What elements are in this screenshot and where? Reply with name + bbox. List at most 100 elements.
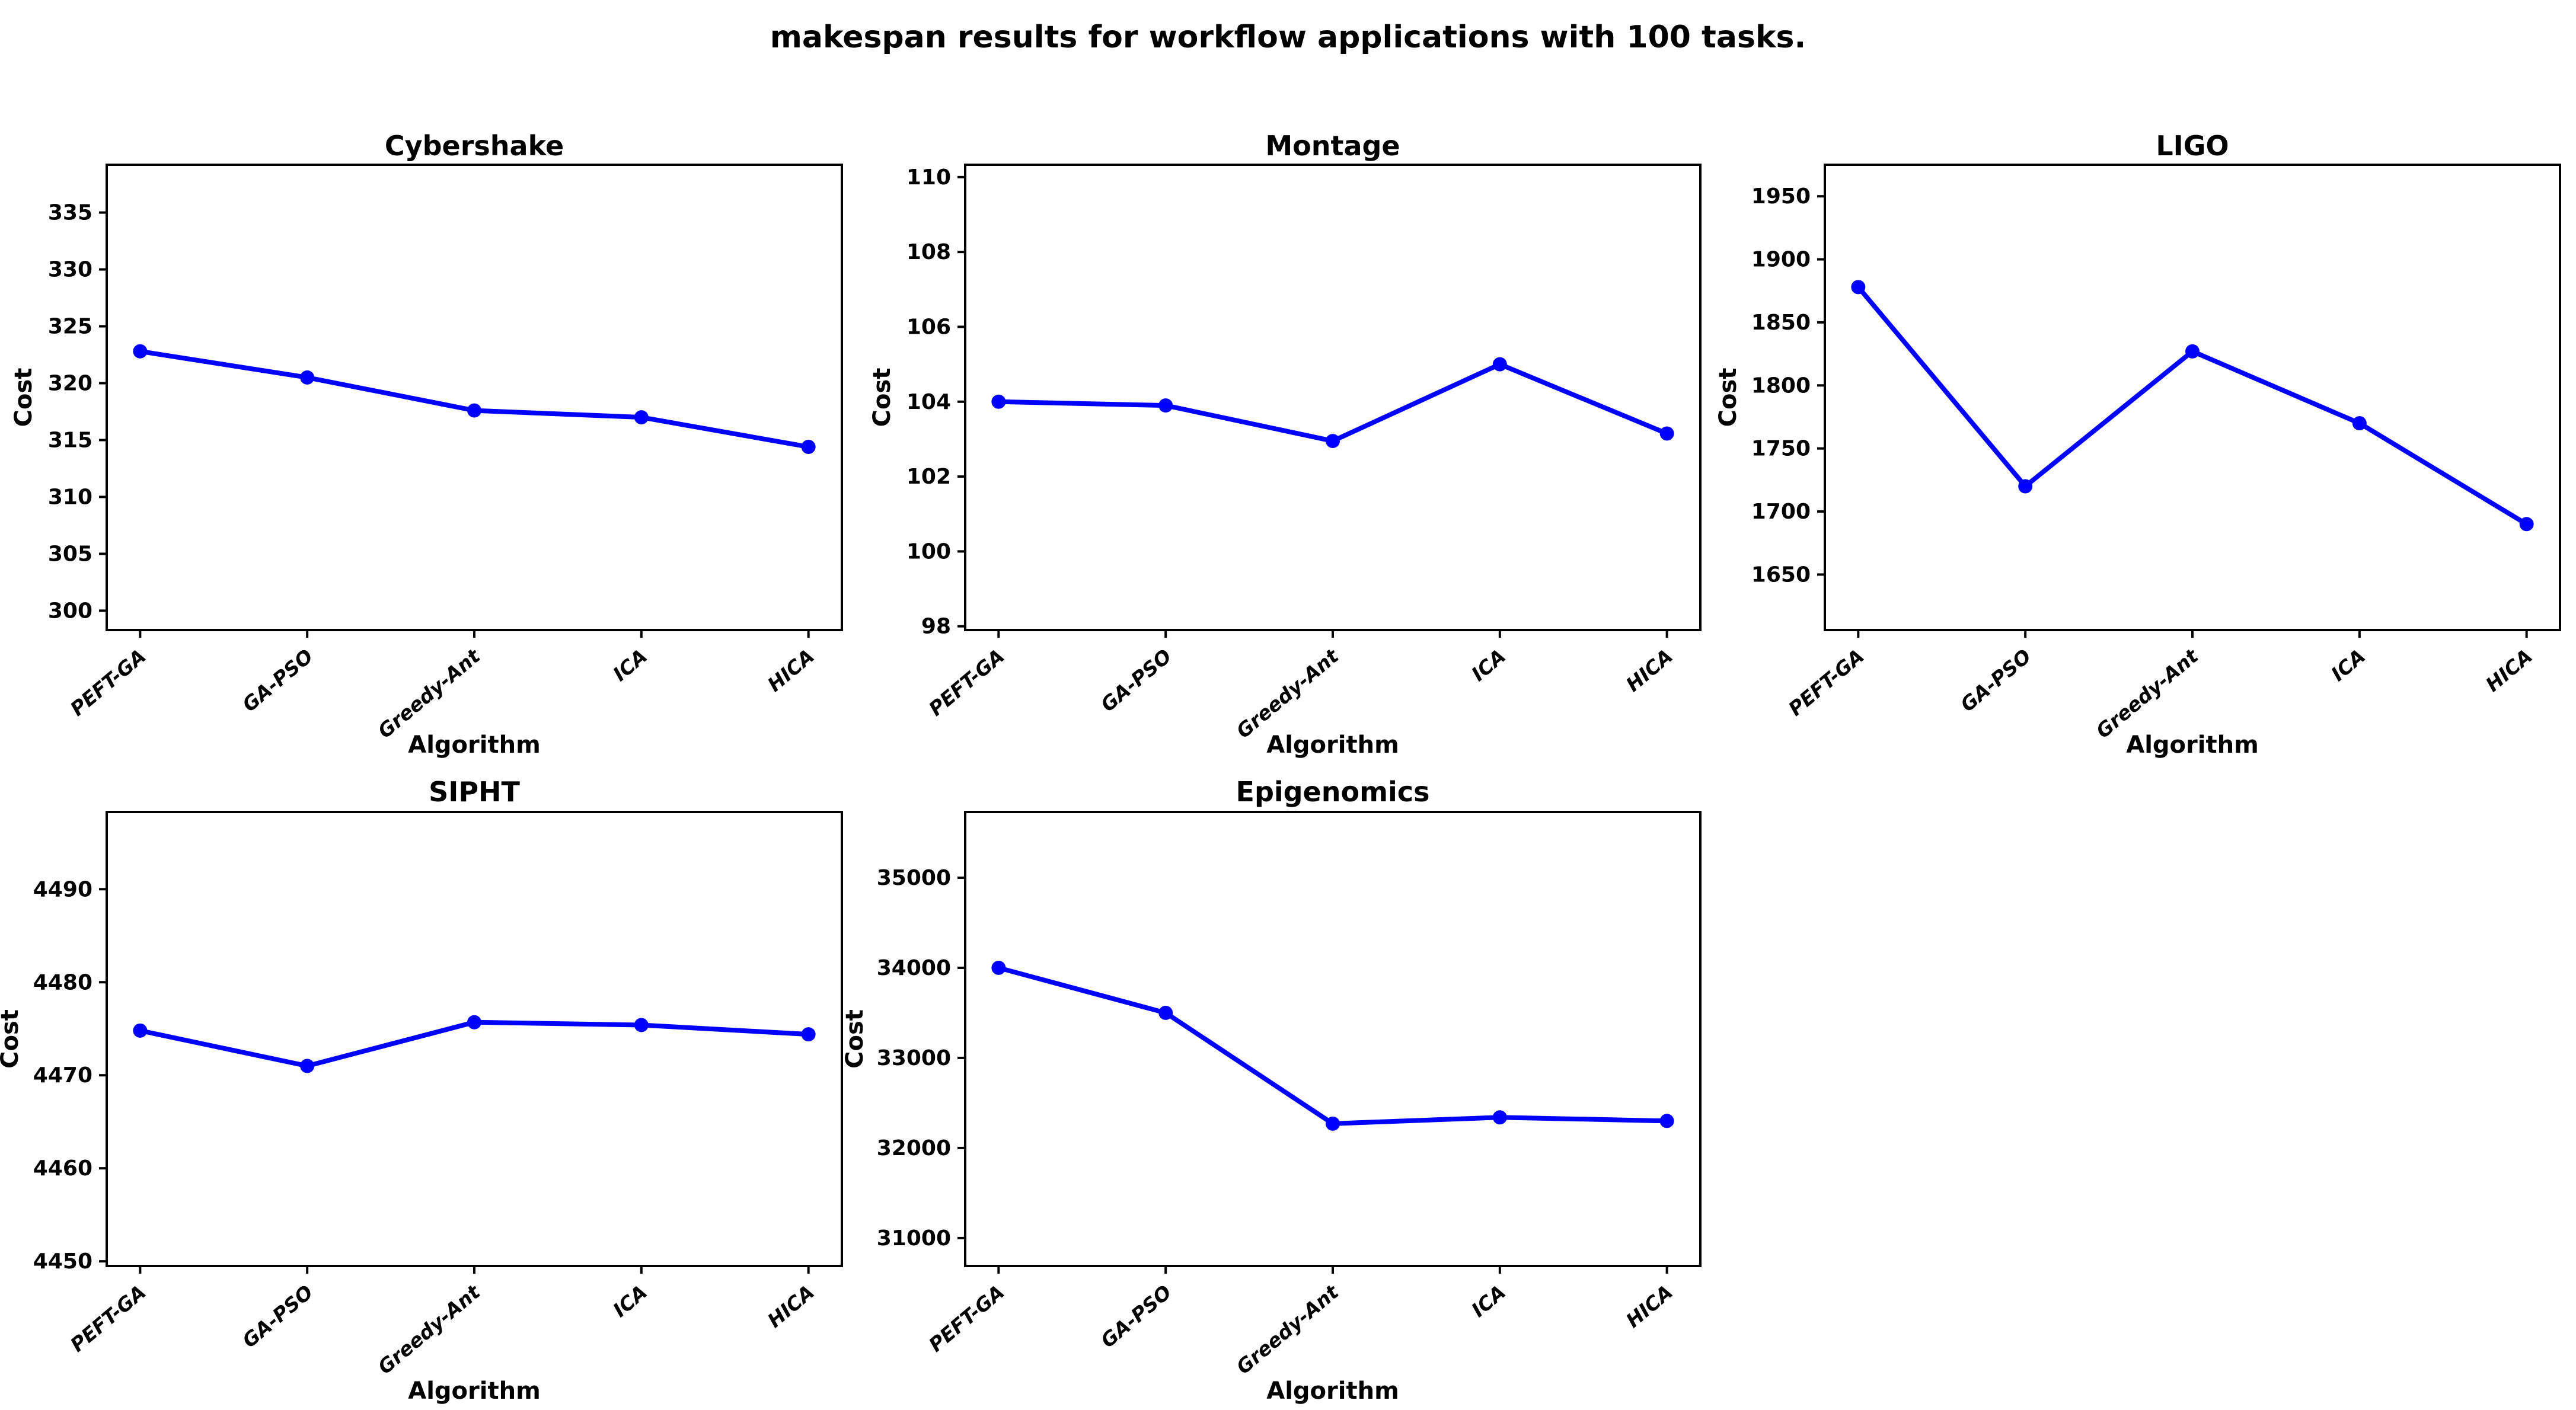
x-tick-label: ICA xyxy=(1467,644,1510,686)
data-point xyxy=(634,1018,649,1032)
data-point xyxy=(133,1023,148,1038)
y-tick-label: 325 xyxy=(48,315,92,339)
subplot-cybershake: Cybershake 300 305 310 315 320 325 330 335 PEFT-G… xyxy=(10,130,843,759)
data-line xyxy=(996,362,1670,444)
x-tick-label: PEFT-GA xyxy=(924,1280,1008,1356)
x-tick-label: ICA xyxy=(2326,644,2370,686)
y-tick-label: 4460 xyxy=(33,1156,92,1181)
y-tick-label: 300 xyxy=(48,599,92,623)
data-point xyxy=(1158,398,1173,413)
data-point xyxy=(2185,344,2200,359)
y-tick-label: 108 xyxy=(906,240,951,264)
data-point xyxy=(467,403,481,418)
data-point xyxy=(991,394,1006,409)
data-point xyxy=(801,1027,816,1042)
y-axis-label: Cost xyxy=(10,368,37,427)
x-tick-label: Greedy-Ant xyxy=(374,1280,485,1379)
y-axis-label: Cost xyxy=(869,368,896,427)
x-tick-label: ICA xyxy=(1467,1280,1510,1322)
data-point xyxy=(1326,1116,1340,1131)
x-tick-label: PEFT-GA xyxy=(66,1280,150,1356)
data-point xyxy=(300,370,315,385)
y-tick-label: 1950 xyxy=(1751,184,1811,209)
y-tick-label: 98 xyxy=(921,615,951,639)
y-tick-label: 1700 xyxy=(1751,500,1811,524)
subplot-epigenomics: Epigenomics 31000 32000 33000 34000 35000 PEFT… xyxy=(841,776,1702,1405)
y-axis-label: Cost xyxy=(1715,368,1742,427)
x-tick-label: GA-PSO xyxy=(1096,1280,1176,1352)
y-tick-label: 1900 xyxy=(1751,248,1811,272)
x-axis-label: Algorithm xyxy=(408,731,541,759)
data-point xyxy=(634,410,649,425)
y-tick-label: 32000 xyxy=(877,1136,951,1160)
x-tick-label: GA-PSO xyxy=(238,1280,317,1352)
data-point xyxy=(1158,1005,1173,1020)
data-point xyxy=(1851,280,1866,295)
x-axis-label: Algorithm xyxy=(1266,1377,1399,1405)
x-tick-label: PEFT-GA xyxy=(1784,644,1868,720)
y-tick-label: 1850 xyxy=(1751,311,1811,335)
x-tick-label: HICA xyxy=(2481,644,2537,696)
subplot-title-montage: Montage xyxy=(1265,130,1400,162)
data-point xyxy=(1659,426,1674,441)
x-axis-label: Algorithm xyxy=(408,1377,541,1405)
y-tick-label: 320 xyxy=(48,372,92,396)
subplot-title-ligo: LIGO xyxy=(2156,130,2229,162)
data-line xyxy=(138,348,811,449)
figure-title: makespan results for workflow applicatio… xyxy=(770,20,1806,55)
x-tick-label: HICA xyxy=(763,644,819,696)
y-axis-label: Cost xyxy=(0,1009,24,1069)
subplot-montage: Montage 98 100 102 104 106 108 110 PEFT-GA GA-PSO… xyxy=(869,130,1702,759)
y-tick-label: 1650 xyxy=(1751,562,1811,587)
y-tick-label: 35000 xyxy=(877,866,951,890)
y-tick-label: 104 xyxy=(906,390,951,414)
x-axis-label: Algorithm xyxy=(2126,731,2259,759)
plot-border xyxy=(964,164,1702,631)
y-tick-label: 34000 xyxy=(877,956,951,980)
y-tick-label: 1750 xyxy=(1751,437,1811,461)
x-tick-label: GA-PSO xyxy=(1096,644,1176,716)
plot-border xyxy=(106,811,843,1267)
data-point xyxy=(801,439,816,454)
data-line xyxy=(1856,284,2529,527)
data-point xyxy=(2018,479,2033,494)
subplot-title-cybershake: Cybershake xyxy=(385,130,564,162)
x-tick-label: ICA xyxy=(608,644,652,686)
data-point xyxy=(2519,517,2534,532)
x-tick-label: GA-PSO xyxy=(238,644,317,716)
x-tick-label: Greedy-Ant xyxy=(374,644,485,743)
y-tick-label: 31000 xyxy=(877,1226,951,1251)
x-tick-label: HICA xyxy=(763,1280,819,1332)
subplot-title-sipht: SIPHT xyxy=(429,776,520,808)
y-tick-label: 4470 xyxy=(33,1063,92,1088)
data-point xyxy=(1659,1114,1674,1128)
data-point xyxy=(467,1015,481,1029)
y-tick-label: 4490 xyxy=(33,877,92,901)
x-tick-label: Greedy-Ant xyxy=(2092,644,2203,743)
y-tick-label: 102 xyxy=(906,465,951,489)
y-tick-label: 4450 xyxy=(33,1249,92,1274)
plot-border xyxy=(106,164,843,631)
data-point xyxy=(1492,357,1507,372)
y-tick-label: 110 xyxy=(906,165,951,190)
y-tick-label: 106 xyxy=(906,315,951,339)
subplot-sipht: SIPHT 4450 4460 4470 4480 4490 PEFT-GA GA-PSO Gr… xyxy=(0,776,843,1405)
y-tick-label: 330 xyxy=(48,258,92,282)
y-tick-label: 33000 xyxy=(877,1046,951,1070)
data-point xyxy=(133,344,148,359)
x-axis-label: Algorithm xyxy=(1266,731,1399,759)
data-point xyxy=(991,960,1006,975)
y-tick-label: 100 xyxy=(906,539,951,564)
y-tick-label: 335 xyxy=(48,201,92,225)
x-tick-label: PEFT-GA xyxy=(66,644,150,720)
y-tick-label: 310 xyxy=(48,485,92,509)
y-tick-label: 305 xyxy=(48,542,92,566)
x-tick-label: PEFT-GA xyxy=(924,644,1008,720)
x-tick-label: Greedy-Ant xyxy=(1232,644,1343,743)
y-tick-label: 1800 xyxy=(1751,373,1811,398)
data-point xyxy=(1492,1110,1507,1125)
data-point xyxy=(2352,416,2367,431)
plot-border xyxy=(1824,164,2561,631)
